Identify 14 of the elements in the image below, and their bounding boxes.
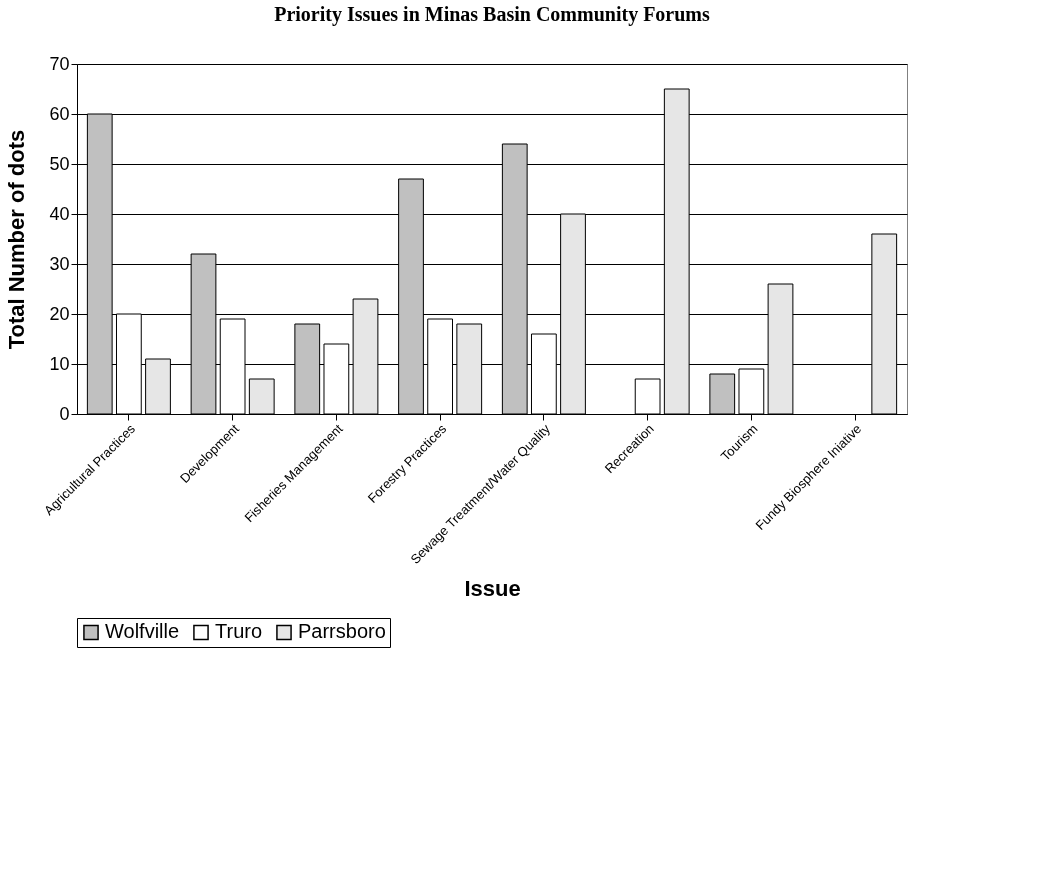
y-tick-label: 0 [59, 403, 70, 424]
y-tick-label: 10 [49, 353, 70, 374]
x-axis-title: Issue [464, 575, 521, 601]
chart-title: Priority Issues in Minas Basin Community Forums [274, 3, 711, 26]
y-tick-label: 20 [49, 303, 70, 324]
y-tick-label: 60 [49, 103, 70, 124]
y-tick-label: 40 [49, 203, 70, 224]
legend-label: Wolfville [105, 620, 180, 643]
y-tick-label: 50 [49, 153, 70, 174]
y-tick-label: 70 [49, 53, 70, 74]
y-axis-title: Total Number of dots [4, 129, 30, 350]
legend-label: Truro [215, 620, 263, 643]
y-tick-label: 30 [49, 253, 70, 274]
legend-label: Parrsboro [298, 620, 386, 643]
